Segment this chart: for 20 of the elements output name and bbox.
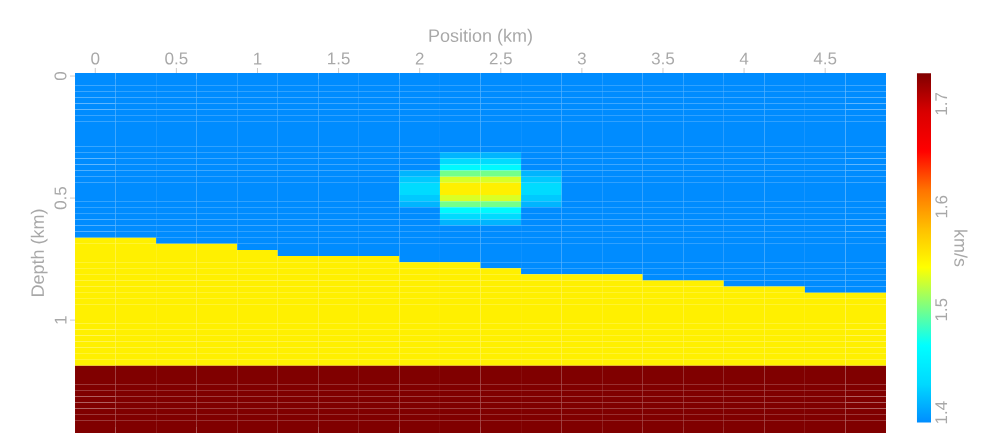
x-tick-label: 0.5 [165, 52, 188, 65]
y-axis-title: Depth (km) [30, 209, 48, 297]
x-tick-label: 1 [254, 52, 262, 65]
color-bar-title: km/s [954, 230, 968, 267]
x-tick-label: 3 [577, 52, 586, 65]
color-bar-label: 1.6 [935, 195, 948, 218]
x-tick-label: 2 [415, 52, 424, 65]
x-tick-label: 3.5 [651, 52, 675, 65]
color-bar-label: 1.7 [935, 92, 948, 115]
color-bar-label: 1.4 [935, 401, 948, 424]
x-tick-label: 1.5 [328, 52, 350, 65]
x-tick-label: 0 [91, 52, 100, 65]
x-axis-title: Position (km) [429, 28, 532, 46]
x-tick-label: 4.5 [813, 52, 837, 65]
color-bar-label: 1.5 [935, 298, 948, 321]
y-tick-label: 0.5 [54, 186, 67, 210]
y-tick-label: 1 [54, 316, 67, 324]
x-tick-label: 2.5 [489, 52, 512, 65]
x-tick-label: 4 [739, 52, 749, 65]
y-tick-label: 0 [54, 71, 67, 81]
